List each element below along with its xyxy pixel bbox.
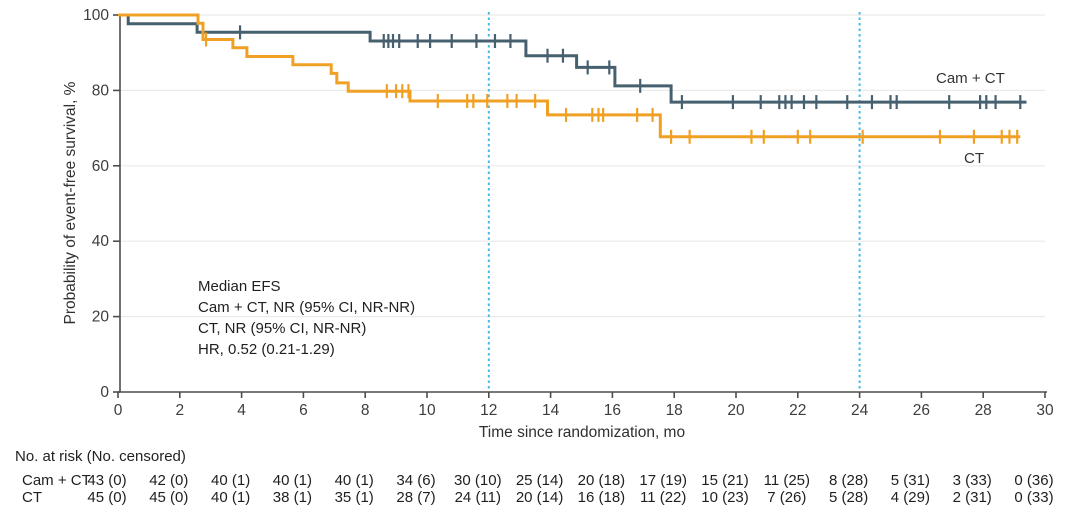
risk-cell: 11 (22) bbox=[639, 489, 687, 506]
y-tick-label: 100 bbox=[83, 7, 109, 24]
x-tick-label: 24 bbox=[851, 402, 869, 419]
risk-cell: 30 (10) bbox=[454, 472, 502, 489]
risk-cell: 25 (14) bbox=[515, 472, 564, 489]
y-tick-label: 20 bbox=[92, 309, 110, 326]
risk-cell: 0 (36) bbox=[1014, 472, 1054, 489]
risk-cell: 34 (6) bbox=[396, 472, 436, 489]
x-tick-label: 12 bbox=[480, 402, 497, 419]
risk-cell: 40 (1) bbox=[211, 472, 251, 489]
risk-row-label-ct: CT bbox=[22, 489, 42, 506]
risk-cell: 20 (14) bbox=[515, 489, 564, 506]
number-at-risk-table: No. at risk (No. censored) Cam + CT CT 4… bbox=[0, 446, 1080, 519]
risk-cell: 5 (31) bbox=[890, 472, 930, 489]
risk-cell: 28 (7) bbox=[396, 489, 436, 506]
x-tick-label: 14 bbox=[542, 402, 560, 419]
risk-cell: 0 (33) bbox=[1014, 489, 1054, 506]
risk-table-header: No. at risk (No. censored) bbox=[15, 448, 186, 465]
risk-cell: 3 (33) bbox=[952, 472, 992, 489]
survival-curve-cam-ct bbox=[118, 13, 1027, 104]
x-tick-label: 26 bbox=[913, 402, 930, 419]
x-tick-label: 30 bbox=[1036, 402, 1054, 419]
x-tick-label: 16 bbox=[604, 402, 621, 419]
risk-cell: 7 (26) bbox=[767, 489, 807, 506]
x-tick-label: 20 bbox=[727, 402, 745, 419]
risk-cell: 40 (1) bbox=[272, 472, 312, 489]
x-tick-label: 0 bbox=[114, 402, 123, 419]
risk-cell: 24 (11) bbox=[454, 489, 502, 506]
curve-label-ct: CT bbox=[964, 150, 984, 167]
x-tick-label: 8 bbox=[361, 402, 370, 419]
annotation-line-ct: CT, NR (95% CI, NR-NR) bbox=[198, 320, 367, 337]
risk-cell: 2 (31) bbox=[952, 489, 992, 506]
x-tick-label: 28 bbox=[975, 402, 992, 419]
median-efs-annotation: Median EFS Cam + CT, NR (95% CI, NR-NR) … bbox=[198, 276, 415, 360]
risk-cell: 35 (1) bbox=[334, 489, 374, 506]
risk-cell: 8 (28) bbox=[829, 472, 869, 489]
x-tick-label: 22 bbox=[789, 402, 806, 419]
y-tick-label: 80 bbox=[92, 82, 110, 99]
curve-label-cam-ct: Cam + CT bbox=[936, 70, 1005, 87]
y-tick-label: 40 bbox=[92, 233, 110, 250]
risk-cell: 5 (28) bbox=[829, 489, 869, 506]
risk-cell: 40 (1) bbox=[211, 489, 251, 506]
annotation-line-hr: HR, 0.52 (0.21-1.29) bbox=[198, 341, 335, 358]
risk-cell: 17 (19) bbox=[639, 472, 687, 489]
x-tick-label: 4 bbox=[237, 402, 246, 419]
risk-cell: 15 (21) bbox=[701, 472, 749, 489]
annotation-line-cam-ct: Cam + CT, NR (95% CI, NR-NR) bbox=[198, 299, 416, 316]
annotation-line-median: Median EFS bbox=[198, 278, 281, 295]
risk-cell: 40 (1) bbox=[334, 472, 374, 489]
y-axis-title: Probability of event-free survival, % bbox=[62, 81, 79, 325]
risk-cell: 45 (0) bbox=[149, 489, 189, 506]
risk-cell: 43 (0) bbox=[87, 472, 127, 489]
risk-row-label-cam-ct: Cam + CT bbox=[22, 472, 91, 489]
x-tick-label: 6 bbox=[299, 402, 308, 419]
x-tick-label: 2 bbox=[175, 402, 184, 419]
x-tick-label: 18 bbox=[666, 402, 683, 419]
x-tick-label: 10 bbox=[418, 402, 436, 419]
risk-cell: 45 (0) bbox=[87, 489, 127, 506]
risk-cell: 11 (25) bbox=[763, 472, 811, 489]
risk-cell: 4 (29) bbox=[890, 489, 930, 506]
risk-cell: 42 (0) bbox=[149, 472, 189, 489]
y-tick-label: 60 bbox=[92, 158, 110, 175]
y-tick-label: 0 bbox=[100, 384, 109, 401]
x-axis-title: Time since randomization, mo bbox=[478, 424, 686, 441]
risk-cell: 10 (23) bbox=[701, 489, 749, 506]
risk-cell: 38 (1) bbox=[272, 489, 312, 506]
risk-cell: 16 (18) bbox=[577, 489, 626, 506]
survival-curve-ct bbox=[118, 13, 1021, 139]
risk-cell: 20 (18) bbox=[577, 472, 626, 489]
